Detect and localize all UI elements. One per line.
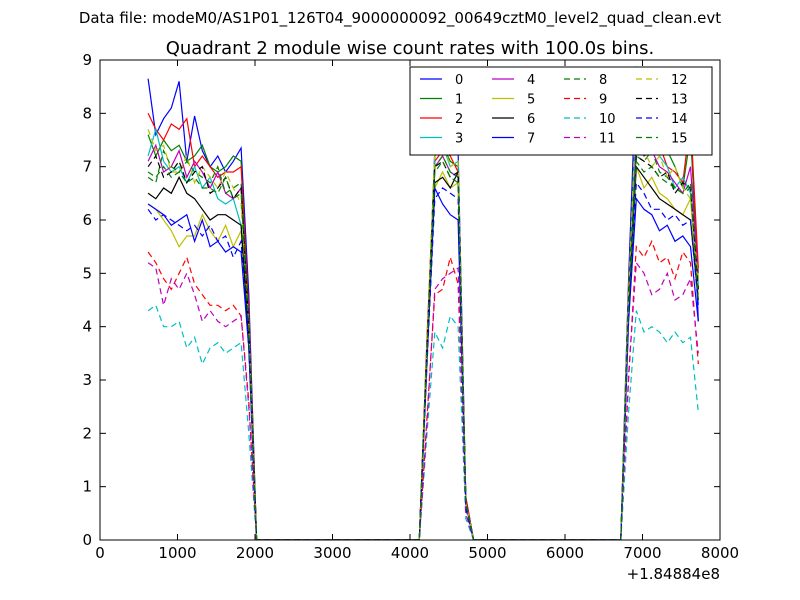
legend-label-6: 6 bbox=[527, 112, 535, 127]
series-line-9 bbox=[147, 239, 699, 540]
series-line-10 bbox=[147, 304, 699, 540]
x-tick-label: 1000 bbox=[158, 544, 196, 562]
chart-suptitle: Data file: modeM0/AS1P01_126T04_90000000… bbox=[79, 9, 721, 28]
series-line-11 bbox=[147, 261, 699, 540]
y-tick-label: 6 bbox=[82, 211, 92, 229]
y-tick-label: 5 bbox=[82, 264, 92, 282]
legend-label-13: 13 bbox=[671, 93, 688, 108]
series-line-8 bbox=[147, 148, 699, 540]
y-tick-label: 8 bbox=[82, 104, 92, 122]
series-line-15 bbox=[147, 159, 699, 540]
legend-label-11: 11 bbox=[599, 132, 616, 147]
legend-label-9: 9 bbox=[599, 93, 607, 108]
legend-label-15: 15 bbox=[671, 132, 688, 147]
x-tick-label: 3000 bbox=[313, 544, 351, 562]
x-tick-label: 2000 bbox=[236, 544, 274, 562]
legend-label-4: 4 bbox=[527, 73, 535, 88]
legend-label-5: 5 bbox=[527, 93, 535, 108]
x-offset-label: +1.84884e8 bbox=[627, 565, 720, 583]
series-line-14 bbox=[147, 180, 699, 540]
legend-label-12: 12 bbox=[671, 73, 688, 88]
legend-label-8: 8 bbox=[599, 73, 607, 88]
x-tick-label: 0 bbox=[95, 544, 105, 562]
y-tick-label: 2 bbox=[82, 424, 92, 442]
series-layer bbox=[147, 65, 699, 540]
x-tick-label: 6000 bbox=[546, 544, 584, 562]
legend-label-3: 3 bbox=[455, 132, 463, 147]
x-tick-label: 7000 bbox=[623, 544, 661, 562]
legend-label-2: 2 bbox=[455, 112, 463, 127]
y-tick-label: 3 bbox=[82, 371, 92, 389]
series-line-13 bbox=[147, 154, 699, 540]
y-tick-label: 0 bbox=[82, 531, 92, 549]
y-tick-label: 1 bbox=[82, 478, 92, 496]
legend-label-10: 10 bbox=[599, 112, 616, 127]
x-tick-label: 5000 bbox=[468, 544, 506, 562]
legend-label-0: 0 bbox=[455, 73, 463, 88]
y-tick-label: 7 bbox=[82, 158, 92, 176]
legend-box bbox=[409, 66, 713, 156]
chart-title: Quadrant 2 module wise count rates with … bbox=[166, 38, 655, 59]
legend-label-1: 1 bbox=[455, 93, 463, 108]
legend-label-14: 14 bbox=[671, 112, 688, 127]
x-tick-label: 4000 bbox=[391, 544, 429, 562]
legend-label-7: 7 bbox=[527, 132, 535, 147]
y-tick-label: 4 bbox=[82, 318, 92, 336]
x-axis: 0 1000 2000 3000 4000 5000 6000 7000 8000 bbox=[95, 60, 739, 562]
x-tick-label: 8000 bbox=[701, 544, 739, 562]
y-tick-label: 9 bbox=[82, 51, 92, 69]
